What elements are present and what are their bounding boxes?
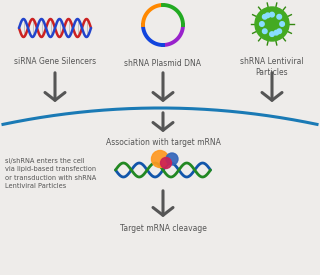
Text: siRNA Gene Silencers: siRNA Gene Silencers	[14, 57, 96, 66]
Circle shape	[274, 30, 279, 35]
Text: si/shRNA enters the cell
via lipid-based transfection
or transduction with shRNA: si/shRNA enters the cell via lipid-based…	[5, 158, 96, 189]
Circle shape	[166, 153, 178, 165]
Circle shape	[262, 29, 267, 34]
Circle shape	[255, 7, 289, 41]
Circle shape	[277, 15, 282, 19]
Circle shape	[262, 15, 267, 19]
Circle shape	[280, 22, 284, 26]
Circle shape	[151, 150, 169, 167]
Circle shape	[277, 29, 282, 34]
Circle shape	[265, 13, 270, 18]
Circle shape	[270, 32, 274, 36]
Circle shape	[260, 22, 264, 26]
Circle shape	[161, 158, 172, 169]
Text: shRNA Plasmid DNA: shRNA Plasmid DNA	[124, 59, 202, 68]
Text: Association with target mRNA: Association with target mRNA	[106, 138, 220, 147]
Text: Target mRNA cleavage: Target mRNA cleavage	[120, 224, 206, 233]
Circle shape	[270, 12, 274, 17]
Text: shRNA Lentiviral
Particles: shRNA Lentiviral Particles	[240, 57, 304, 77]
